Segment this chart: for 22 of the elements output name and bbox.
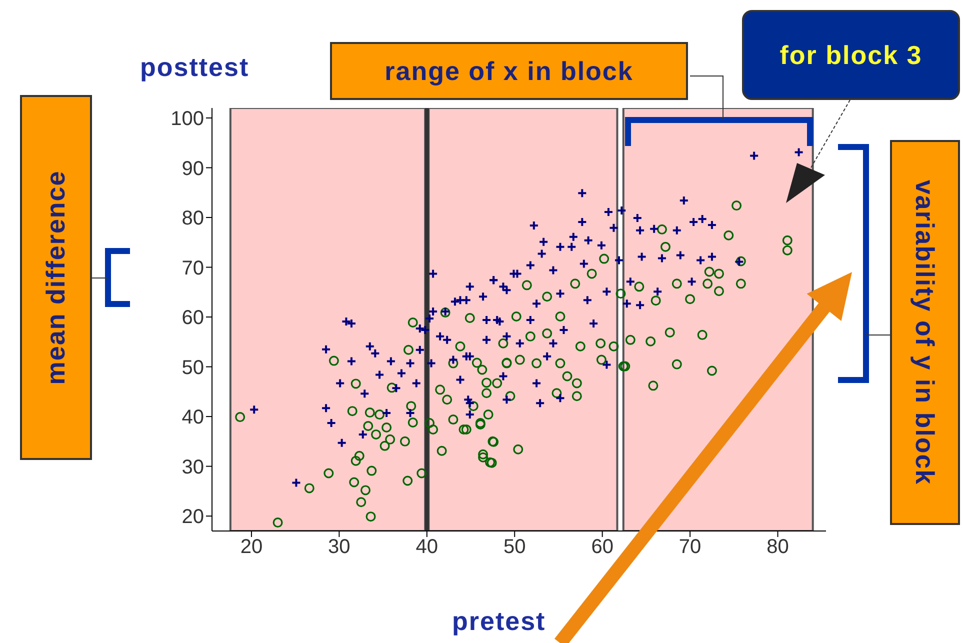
text: for block 3 bbox=[780, 40, 922, 70]
y-tick-label: 40 bbox=[182, 406, 204, 429]
x-tick-label: 80 bbox=[766, 536, 789, 558]
y-tick-label: 60 bbox=[182, 307, 204, 330]
y-tick-label: 90 bbox=[182, 158, 204, 180]
y-tick-label: 70 bbox=[182, 257, 204, 280]
y-tick-label: 80 bbox=[182, 208, 204, 230]
y-tick-label: 100 bbox=[170, 108, 204, 130]
y-tick-label: 50 bbox=[182, 356, 204, 379]
y-tick-label: 30 bbox=[182, 456, 204, 478]
x-tick-label: 50 bbox=[503, 536, 526, 558]
y-axis-title: posttest bbox=[140, 52, 250, 83]
text: variability of y in block bbox=[910, 180, 940, 486]
x-tick-label: 60 bbox=[591, 536, 614, 558]
x-tick-label: 30 bbox=[328, 536, 350, 558]
x-tick-label: 70 bbox=[678, 536, 702, 558]
x-tick-label: 20 bbox=[240, 536, 263, 558]
y-tick-label: 20 bbox=[182, 506, 204, 528]
x-axis-title: pretest bbox=[452, 606, 546, 637]
text: mean difference bbox=[40, 170, 72, 385]
text: range of x in block bbox=[384, 56, 634, 86]
x-tick-label: 40 bbox=[416, 536, 438, 558]
